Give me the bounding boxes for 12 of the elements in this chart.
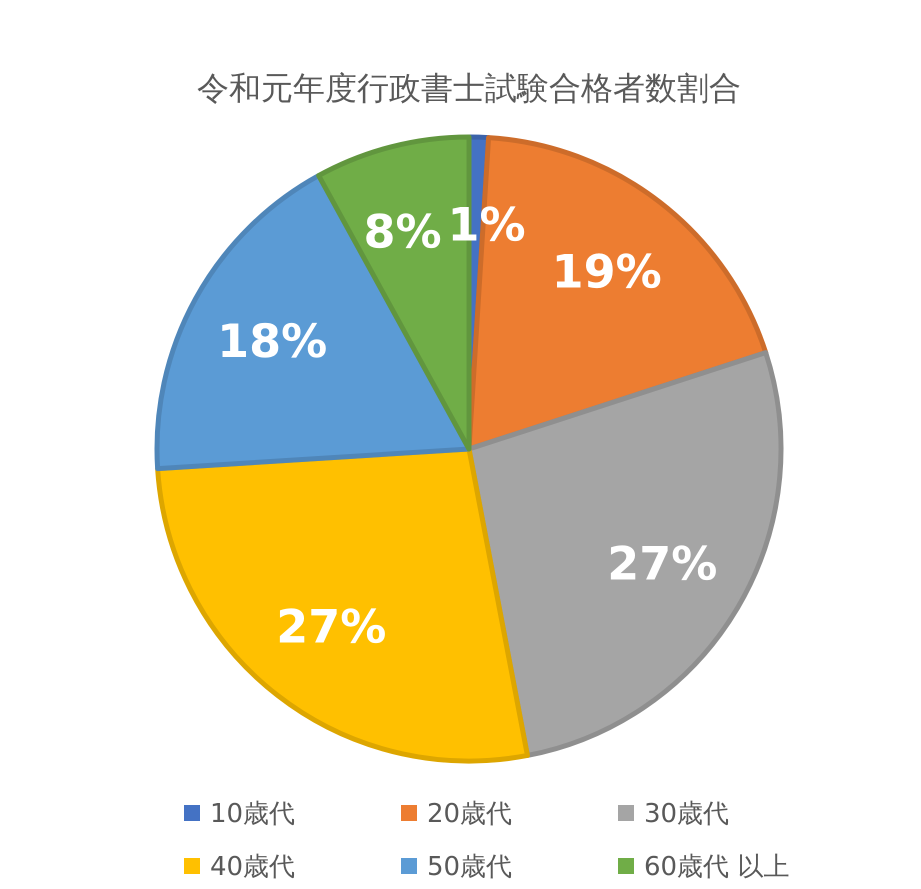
- data-label: 27%: [276, 600, 386, 654]
- data-label: 19%: [552, 244, 662, 299]
- legend-label: 20歳代: [427, 799, 512, 830]
- data-label: 27%: [607, 536, 718, 590]
- chart-title: 令和元年度行政書士試験合格者数割合: [197, 69, 741, 108]
- legend-label: 60歳代 以上: [644, 852, 790, 882]
- data-label: 18%: [217, 314, 328, 368]
- legend-label: 50歳代: [427, 852, 512, 882]
- legend-label: 30歳代: [644, 799, 730, 830]
- legend-label: 10歳代: [210, 799, 296, 830]
- legend-label: 40歳代: [210, 852, 296, 882]
- data-label: 8%: [364, 204, 442, 259]
